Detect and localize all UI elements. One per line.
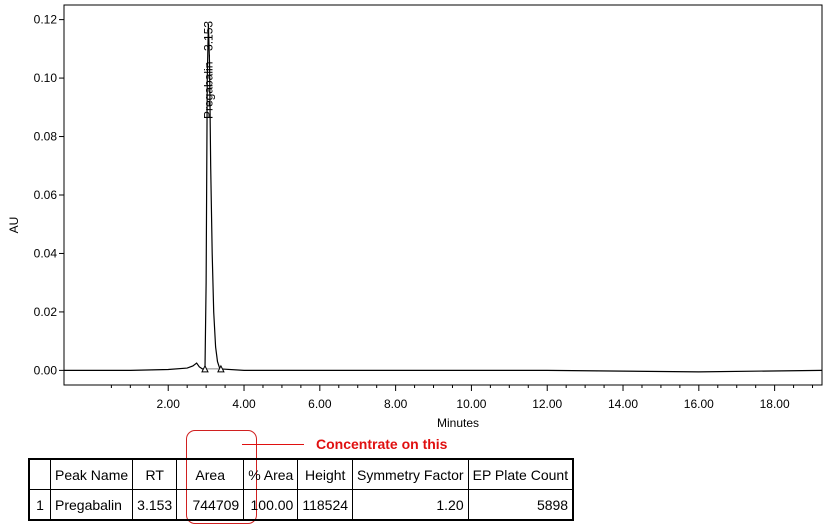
header-rt: RT (132, 458, 178, 490)
cell-pct-area: 100.00 (243, 489, 299, 521)
x-tick-label: 18.00 (760, 397, 790, 411)
header-pct-area: % Area (243, 458, 299, 490)
x-tick-label: 10.00 (456, 397, 486, 411)
header-height: Height (297, 458, 354, 490)
y-tick-label: 0.06 (34, 188, 58, 202)
peak-table: Peak Name RT Area % Area Height Symmetry… (28, 458, 575, 521)
x-axis-label: Minutes (437, 416, 479, 430)
cell-rt: 3.153 (132, 489, 178, 521)
x-tick-label: 4.00 (232, 397, 256, 411)
x-tick-label: 2.00 (157, 397, 181, 411)
cell-height: 118524 (297, 489, 354, 521)
chromatogram-trace (64, 23, 823, 373)
cell-peak-name: Pregabalin (49, 489, 134, 521)
y-tick-label: 0.08 (34, 130, 58, 144)
y-tick-label: 0.10 (34, 71, 58, 85)
table-row: 1 Pregabalin 3.153 744709 100.00 118524 … (28, 489, 574, 521)
cell-symmetry: 1.20 (352, 489, 469, 521)
cell-plate-count: 5898 (467, 489, 574, 521)
header-area: Area (176, 458, 245, 490)
cell-index: 1 (28, 489, 51, 521)
x-tick-label: 8.00 (384, 397, 408, 411)
x-tick-label: 16.00 (684, 397, 714, 411)
y-tick-label: 0.02 (34, 305, 58, 319)
y-tick-label: 0.12 (34, 13, 58, 27)
y-axis-label: AU (7, 217, 21, 234)
annotation-text: Concentrate on this (316, 436, 448, 452)
integration-mark (217, 364, 225, 373)
peak-label: Pregabalin - 3.153 (201, 21, 215, 119)
x-tick-label: 14.00 (608, 397, 638, 411)
chromatogram: 2.00 4.00 6.00 8.00 10.00 12.00 14.00 16.00 18.0… (7, 4, 823, 430)
plot-frame (63, 4, 823, 386)
x-tick-label: 12.00 (532, 397, 562, 411)
cell-area: 744709 (176, 489, 245, 521)
integration-mark (201, 364, 209, 373)
header-plate-count: EP Plate Count (467, 458, 574, 490)
header-symmetry: Symmetry Factor (352, 458, 469, 490)
header-index (28, 458, 51, 490)
header-peak-name: Peak Name (49, 458, 134, 490)
y-tick-label: 0.00 (34, 363, 58, 377)
table-header-row: Peak Name RT Area % Area Height Symmetry… (28, 458, 574, 490)
y-tick-label: 0.04 (34, 246, 58, 260)
x-tick-label: 6.00 (308, 397, 332, 411)
annotation-line (242, 444, 304, 445)
